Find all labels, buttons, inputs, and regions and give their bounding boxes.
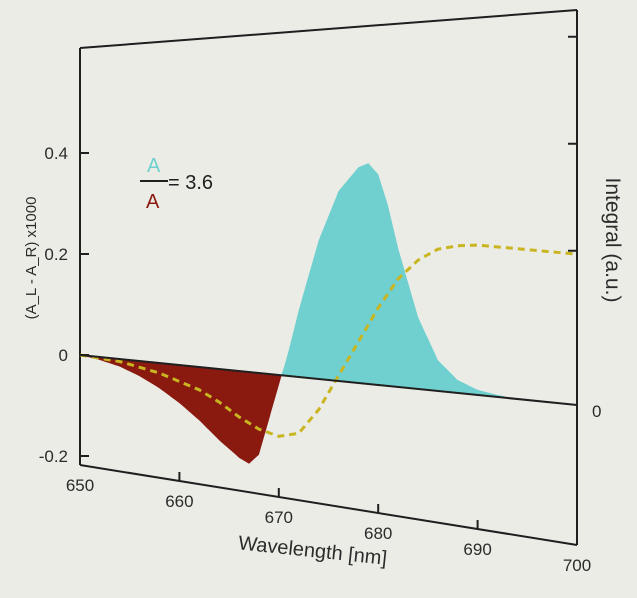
ratio-value: = 3.6	[168, 172, 213, 194]
x-tick-label: 690	[463, 540, 491, 559]
y-tick-label: 0.4	[44, 144, 68, 163]
axis-ticks: 0.4 0.2 0 -0.2 0 650 660 670 680 690 700	[39, 35, 601, 575]
cd-positive-area	[80, 163, 577, 405]
ratio-denominator: A	[146, 191, 160, 213]
x-tick-label: 660	[165, 492, 193, 511]
cd-negative-area	[80, 355, 577, 464]
frame-bottom	[79, 464, 578, 546]
y-right-tick-label: 0	[592, 402, 601, 421]
y-axis-title: (A_L - A_R) x1000	[23, 197, 40, 320]
x-tick-label: 670	[265, 508, 293, 527]
y-tick-label: 0	[59, 346, 68, 365]
integral-curve	[79, 243, 578, 438]
frame-top	[79, 9, 578, 49]
zero-baseline	[79, 354, 578, 406]
x-tick-label: 650	[66, 476, 94, 495]
x-tick-label: 700	[563, 556, 591, 575]
ratio-annotation: A A = 3.6	[140, 155, 213, 213]
y-tick-label: -0.2	[39, 447, 68, 466]
chart-marks	[79, 163, 578, 464]
y-axis-right-title: Integral (a.u.)	[601, 178, 624, 303]
plot-frame	[79, 9, 578, 546]
y-tick-label: 0.2	[44, 245, 68, 264]
ratio-numerator: A	[147, 155, 161, 177]
x-tick-label: 680	[364, 524, 392, 543]
